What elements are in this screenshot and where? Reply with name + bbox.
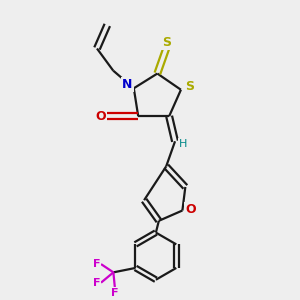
Text: H: H — [179, 139, 188, 148]
Text: F: F — [93, 259, 100, 269]
Text: F: F — [93, 278, 100, 288]
Text: F: F — [111, 288, 118, 298]
Text: S: S — [185, 80, 194, 93]
Text: O: O — [185, 202, 196, 215]
Text: S: S — [162, 35, 171, 49]
Text: O: O — [95, 110, 106, 123]
Text: N: N — [122, 78, 133, 91]
